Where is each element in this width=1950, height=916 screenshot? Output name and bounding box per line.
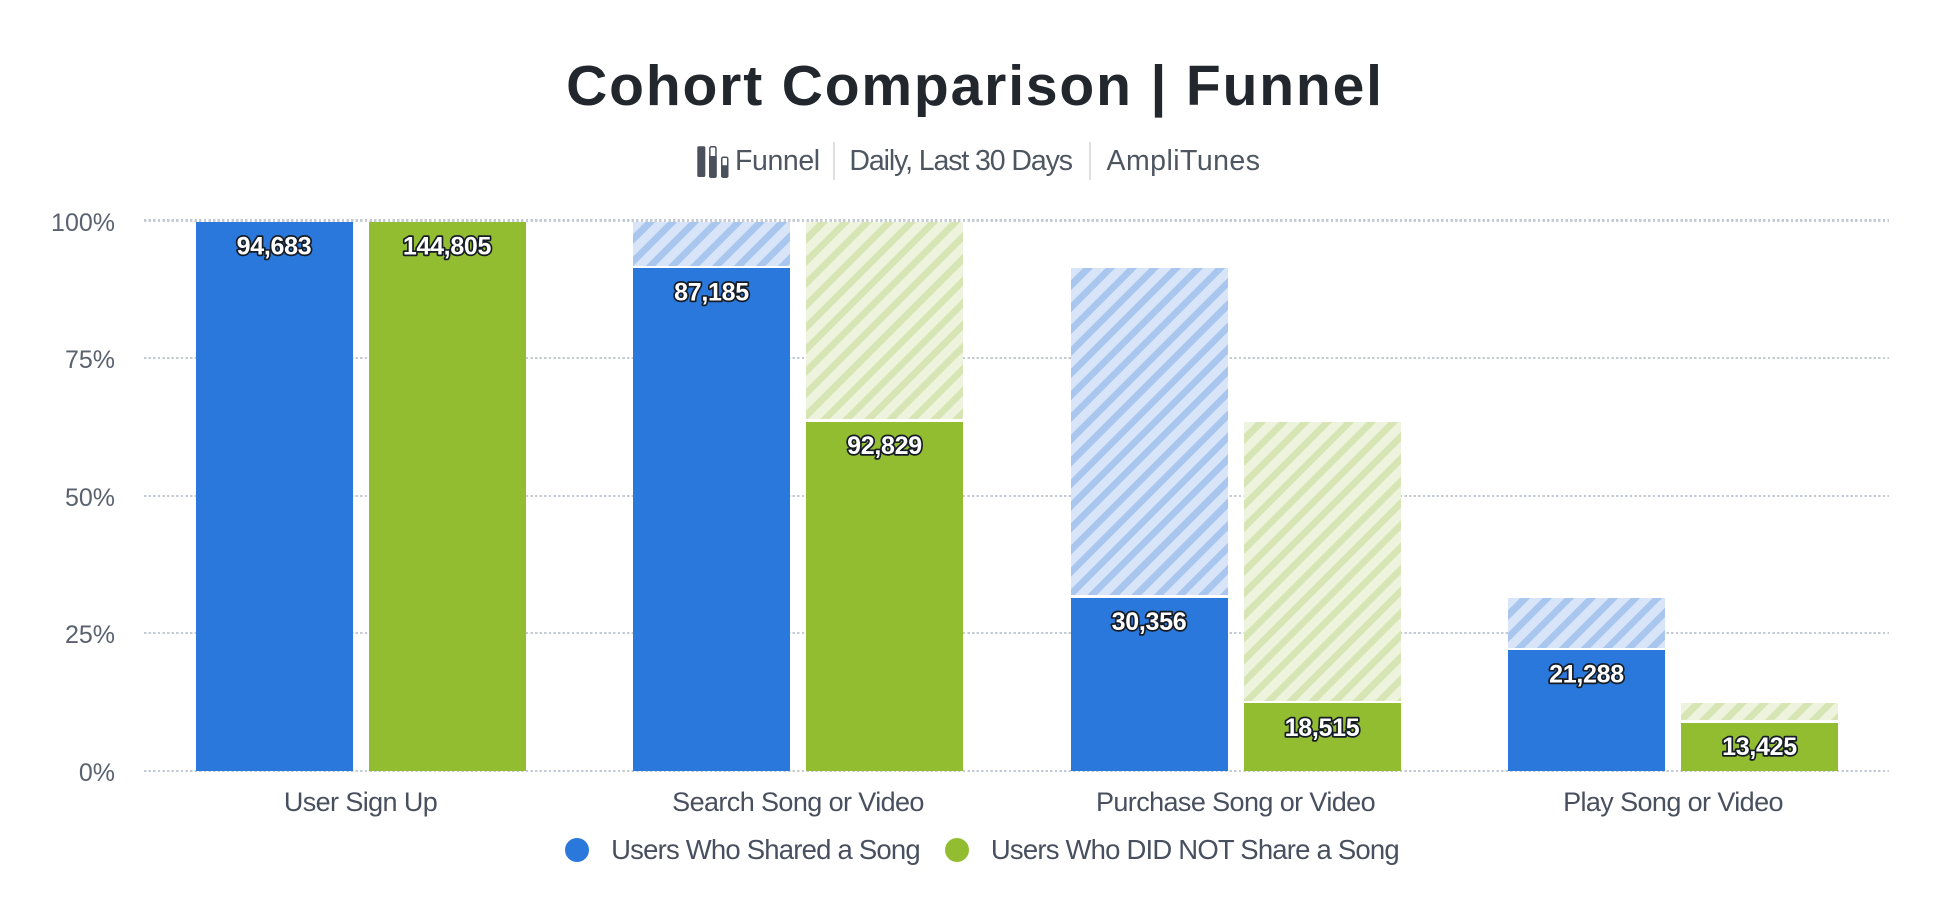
svg-text:21,288: 21,288 [1549,661,1624,689]
svg-text:92,829: 92,829 [847,432,922,460]
svg-text:144,805: 144,805 [403,233,492,261]
svg-text:13,425: 13,425 [1722,733,1797,761]
svg-text:94,683: 94,683 [237,233,312,261]
svg-text:18,515: 18,515 [1285,714,1360,742]
svg-text:87,185: 87,185 [674,279,749,307]
svg-text:30,356: 30,356 [1112,608,1187,636]
